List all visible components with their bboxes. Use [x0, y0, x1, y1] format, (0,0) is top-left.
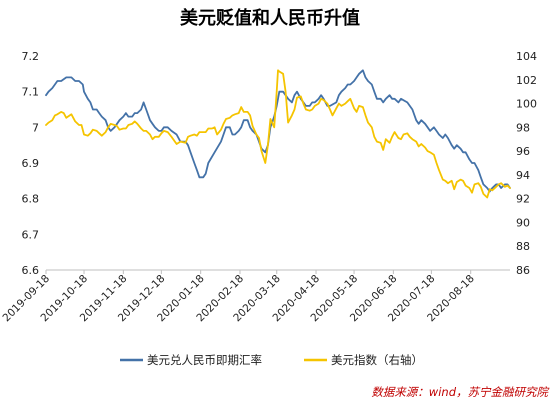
y-right-axis: 86 88 90 92 94 96 98 100 102 104: [516, 50, 537, 277]
y-right-tick-label: 86: [516, 264, 530, 277]
x-axis: 2019-09-182019-10-182019-11-182019-12-18…: [0, 270, 477, 324]
y-right-tick-label: 100: [516, 98, 537, 111]
y-right-tick-label: 98: [516, 121, 530, 134]
legend-label-usdcny: 美元兑人民币即期汇率: [147, 353, 262, 367]
y-right-tick-label: 96: [516, 145, 530, 158]
y-right-tick-label: 90: [516, 216, 530, 229]
y-left-tick-label: 6.7: [22, 228, 40, 241]
y-right-tick-label: 104: [516, 50, 537, 63]
source-note: 数据来源：wind，苏宁金融研究院: [371, 385, 549, 399]
y-left-tick-label: 7: [32, 121, 39, 134]
y-left-tick-label: 6.6: [22, 264, 40, 277]
y-right-tick-label: 94: [516, 169, 530, 182]
legend-item-usdcny: 美元兑人民币即期汇率: [120, 353, 262, 367]
y-left-tick-label: 7.2: [22, 50, 40, 63]
y-right-tick-label: 88: [516, 240, 530, 253]
chart-title: 美元贬值和人民币升值: [180, 7, 360, 29]
y-left-tick-label: 7.1: [22, 86, 40, 99]
legend-item-dxy: 美元指数（右轴）: [304, 353, 423, 367]
series-layer: [45, 69, 511, 199]
series-line-dxy: [45, 69, 511, 199]
y-right-tick-label: 92: [516, 193, 530, 206]
series-line-usdcny: [45, 69, 511, 193]
y-left-axis: 6.6 6.7 6.8 6.9 7 7.1 7.2: [22, 50, 40, 277]
y-left-tick-label: 6.8: [22, 193, 40, 206]
legend-label-dxy: 美元指数（右轴）: [331, 353, 423, 367]
y-left-tick-label: 6.9: [22, 157, 40, 170]
y-right-tick-label: 102: [516, 74, 537, 87]
legend: 美元兑人民币即期汇率 美元指数（右轴）: [120, 353, 423, 367]
